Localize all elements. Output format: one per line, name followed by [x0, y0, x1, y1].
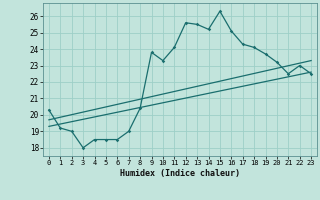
X-axis label: Humidex (Indice chaleur): Humidex (Indice chaleur) [120, 169, 240, 178]
